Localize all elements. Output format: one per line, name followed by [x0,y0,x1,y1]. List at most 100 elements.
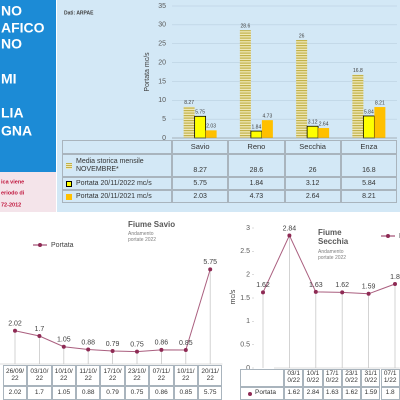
table-value: 16.8 [340,154,397,177]
data-label: 2.03 [206,124,216,130]
point [86,347,91,352]
y-tick-label: 0 [246,365,250,372]
legend-key [66,162,72,169]
legend-item: Media storica mensile NOVEMBRE* [62,154,172,177]
note-box [0,172,56,212]
data-label: 0.86 [155,340,169,347]
y-tick-label: 0 [162,135,166,142]
bar [194,115,207,139]
y-tick-label: 30 [158,22,166,29]
point [183,348,188,353]
x-tick-label: 10/10/22 [51,365,76,386]
banner-line: GNA [1,123,32,139]
y-tick-label: 5 [162,116,166,123]
data-label: 1.7 [35,326,45,333]
y-tick-label: 20 [158,59,166,66]
data-label: 0.79 [106,341,120,348]
data-label: 1.62 [335,282,349,289]
table-value: 0.75 [124,386,150,400]
point [261,290,265,295]
y-tick-label: 1 [246,318,250,325]
point [287,233,292,238]
table-value: 2.64 [284,190,341,203]
banner-note: 72-2012 [1,202,21,208]
y-tick-label: 1.5 [240,295,250,302]
chart-title: Fiume Secchia [318,228,349,246]
data-label: 1.59 [362,284,376,291]
x-tick-label: 20/11/22 [198,365,223,386]
data-label: 26 [299,33,305,39]
table-corner [240,369,284,387]
bar [374,107,386,138]
legend-item: Portata 20/11/2022 mc/s [62,177,172,190]
series-line [262,234,396,295]
table-row-label: Portata [240,387,284,400]
point [159,347,164,352]
legend-key [248,391,253,396]
y-tick-label: 2 [246,272,250,279]
data-label: 1.84 [252,124,262,130]
legend-label: Media storica mensile NOVEMBRE* [76,158,144,173]
legend-item: Portata 20/11/2021 mc/s [62,190,172,203]
table-corner [62,140,172,154]
y-tick-label: 35 [158,3,166,10]
data-label: 3.12 [308,120,318,126]
banner-line: MI [1,71,17,87]
y-tick-label: 3 [246,225,250,232]
data-label: 2.64 [319,121,329,127]
data-label: 5.75 [195,110,205,116]
x-tick-label: Enza [340,140,397,154]
data-label: 5.75 [203,259,217,266]
data-label: 16.8 [353,68,363,74]
x-tick-label: 17/10/22 [322,369,342,387]
table-value: 8.27 [172,154,229,177]
point [13,328,17,333]
point [208,267,213,272]
banner-line: AFICO [1,20,45,36]
data-label: 2.02 [8,321,22,328]
table-value: 1.8 [380,387,400,400]
x-tick-label: 31/10/22 [361,369,381,387]
table-value: 1.84 [228,177,285,190]
x-tick-label: 10/10/22 [303,369,323,387]
banner-line: NO [1,3,22,19]
point [135,349,139,354]
table-value: 5.75 [172,177,229,190]
bar [250,130,263,139]
table-value: 1.62 [284,387,304,400]
y-tick-label: 2.5 [240,248,250,255]
data-label: 1.05 [57,337,71,344]
x-tick-label: 23/10/22 [124,365,150,386]
table-value: 5.84 [340,177,397,190]
data-label: 1.62 [256,282,270,289]
x-tick-label: 26/09/22 [2,365,28,386]
point [110,348,115,353]
data-label: 0.88 [81,339,95,346]
table-value: 2.84 [303,387,323,400]
chart-subtitle: Andamento portate 2022 [128,231,157,243]
point [366,291,371,296]
x-tick-label: Reno [228,140,285,154]
banner-line: LIA [1,105,24,121]
data-label: 2.84 [283,225,297,232]
table-value: 1.62 [341,387,362,400]
data-label: 4.73 [263,113,273,119]
y-tick-label: 25 [158,41,166,48]
banner-line: NO [1,36,22,52]
y-axis-title: mc/s [230,289,237,304]
point [61,344,66,349]
table-value: 1.7 [27,386,52,400]
data-label: 0.85 [179,340,193,347]
y-tick-label: 10 [158,97,166,104]
bar [306,125,319,139]
x-tick-label: 10/11/22 [173,365,198,386]
legend-key [66,180,72,187]
table-value: 2.02 [2,386,28,400]
source-note: Dati: ARPAE [64,10,94,16]
table-value: 0.88 [76,386,101,400]
bar [239,30,251,138]
x-tick-label: Secchia [284,140,341,154]
point [340,290,345,295]
bar [352,74,364,138]
